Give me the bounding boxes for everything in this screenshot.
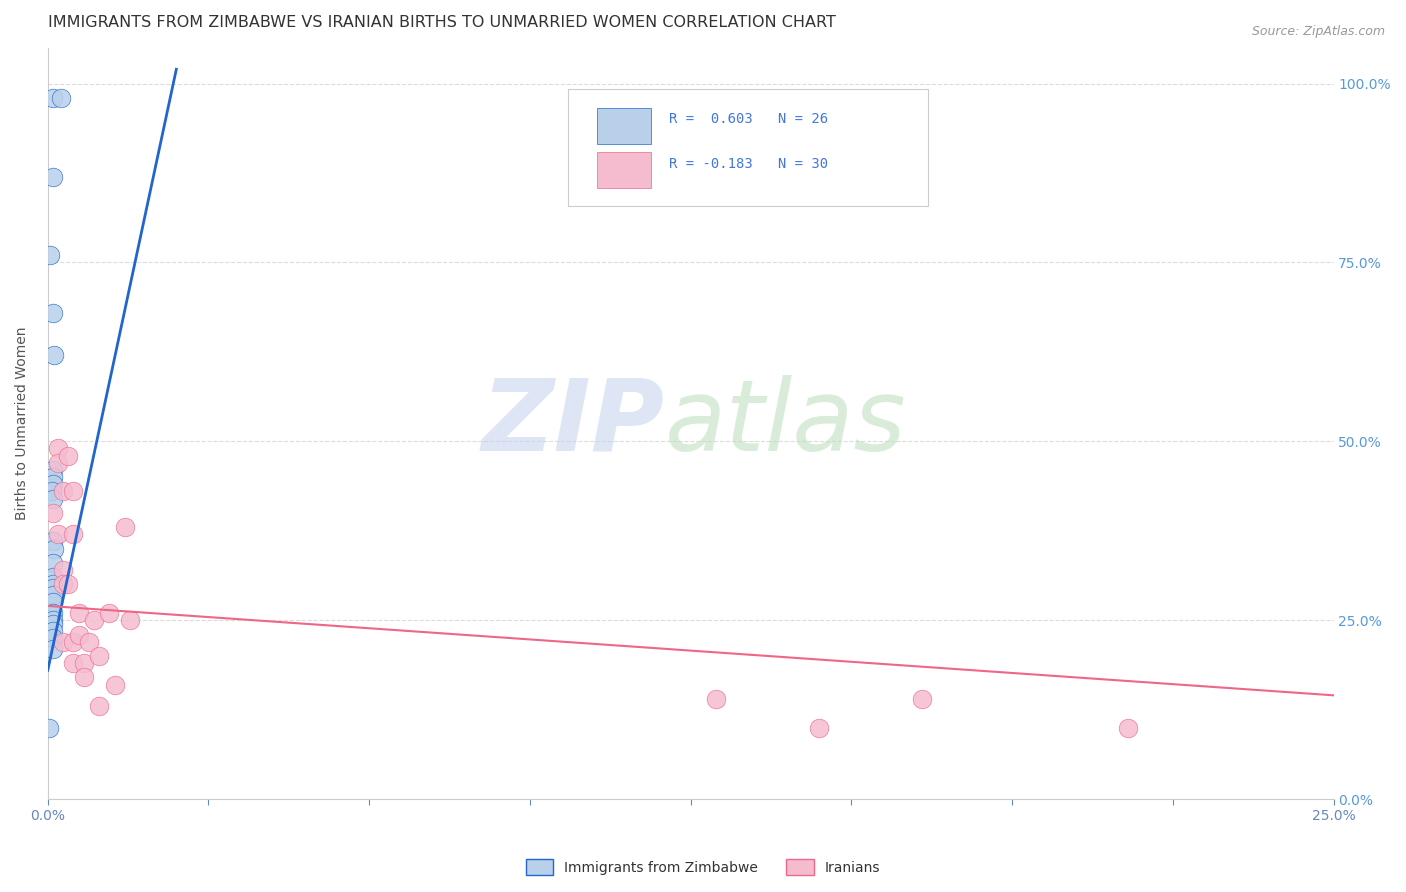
Point (42, 305, 65, 319)
Point (42, 588, 65, 602)
Point (77, 634, 100, 648)
Point (42, 470, 65, 484)
Point (42, 616, 65, 631)
Point (42, 613, 65, 627)
Point (42, 349, 65, 363)
Point (58, 577, 80, 591)
Point (62, 656, 84, 670)
Point (808, 721, 831, 735)
Text: Source: ZipAtlas.com: Source: ZipAtlas.com (1251, 25, 1385, 38)
Text: ZIP: ZIP (482, 375, 665, 472)
Point (42, 595, 65, 609)
Bar (596, 108, 651, 144)
Point (42, 641, 65, 656)
Point (42, 570, 65, 584)
Point (39, 248, 62, 262)
Legend: Immigrants from Zimbabwe, Iranians: Immigrants from Zimbabwe, Iranians (520, 854, 886, 880)
Point (42, 91, 65, 105)
Point (52, 484, 75, 499)
Point (62, 484, 84, 499)
Point (58, 449, 80, 463)
Point (42, 534, 65, 549)
Point (42, 577, 65, 591)
Y-axis label: Births to Unmarried Women: Births to Unmarried Women (15, 326, 30, 520)
Point (42, 556, 65, 570)
Text: R =  0.603   N = 26: R = 0.603 N = 26 (669, 112, 828, 126)
Point (49, 91, 72, 105)
Point (118, 613, 141, 627)
Point (41, 484, 63, 499)
Point (42, 477, 65, 491)
Point (46, 442, 69, 456)
Point (104, 677, 127, 691)
Text: atlas: atlas (665, 375, 907, 472)
Point (42, 463, 65, 477)
Point (42, 506, 65, 520)
Point (704, 692, 727, 706)
Point (42, 624, 65, 638)
Point (46, 527, 69, 541)
Point (114, 520, 136, 534)
Point (52, 577, 75, 591)
Point (73, 670, 96, 684)
Point (67, 627, 90, 641)
Point (42, 541, 65, 556)
Point (38, 721, 60, 735)
Point (52, 634, 75, 648)
Point (89, 648, 111, 663)
Point (42, 169, 65, 184)
Point (1116, 721, 1139, 735)
Point (52, 563, 75, 577)
Point (62, 634, 84, 648)
Bar (596, 153, 651, 188)
Point (42, 606, 65, 620)
Point (46, 456, 69, 470)
Point (42, 491, 65, 506)
Point (83, 613, 105, 627)
Point (42, 631, 65, 645)
FancyBboxPatch shape (568, 89, 928, 205)
Point (911, 692, 934, 706)
Point (42, 581, 65, 595)
Point (67, 606, 90, 620)
Point (89, 699, 111, 714)
Point (62, 527, 84, 541)
Text: IMMIGRANTS FROM ZIMBABWE VS IRANIAN BIRTHS TO UNMARRIED WOMEN CORRELATION CHART: IMMIGRANTS FROM ZIMBABWE VS IRANIAN BIRT… (48, 15, 835, 30)
Text: R = -0.183   N = 30: R = -0.183 N = 30 (669, 157, 828, 170)
Point (73, 656, 96, 670)
Point (98, 606, 121, 620)
